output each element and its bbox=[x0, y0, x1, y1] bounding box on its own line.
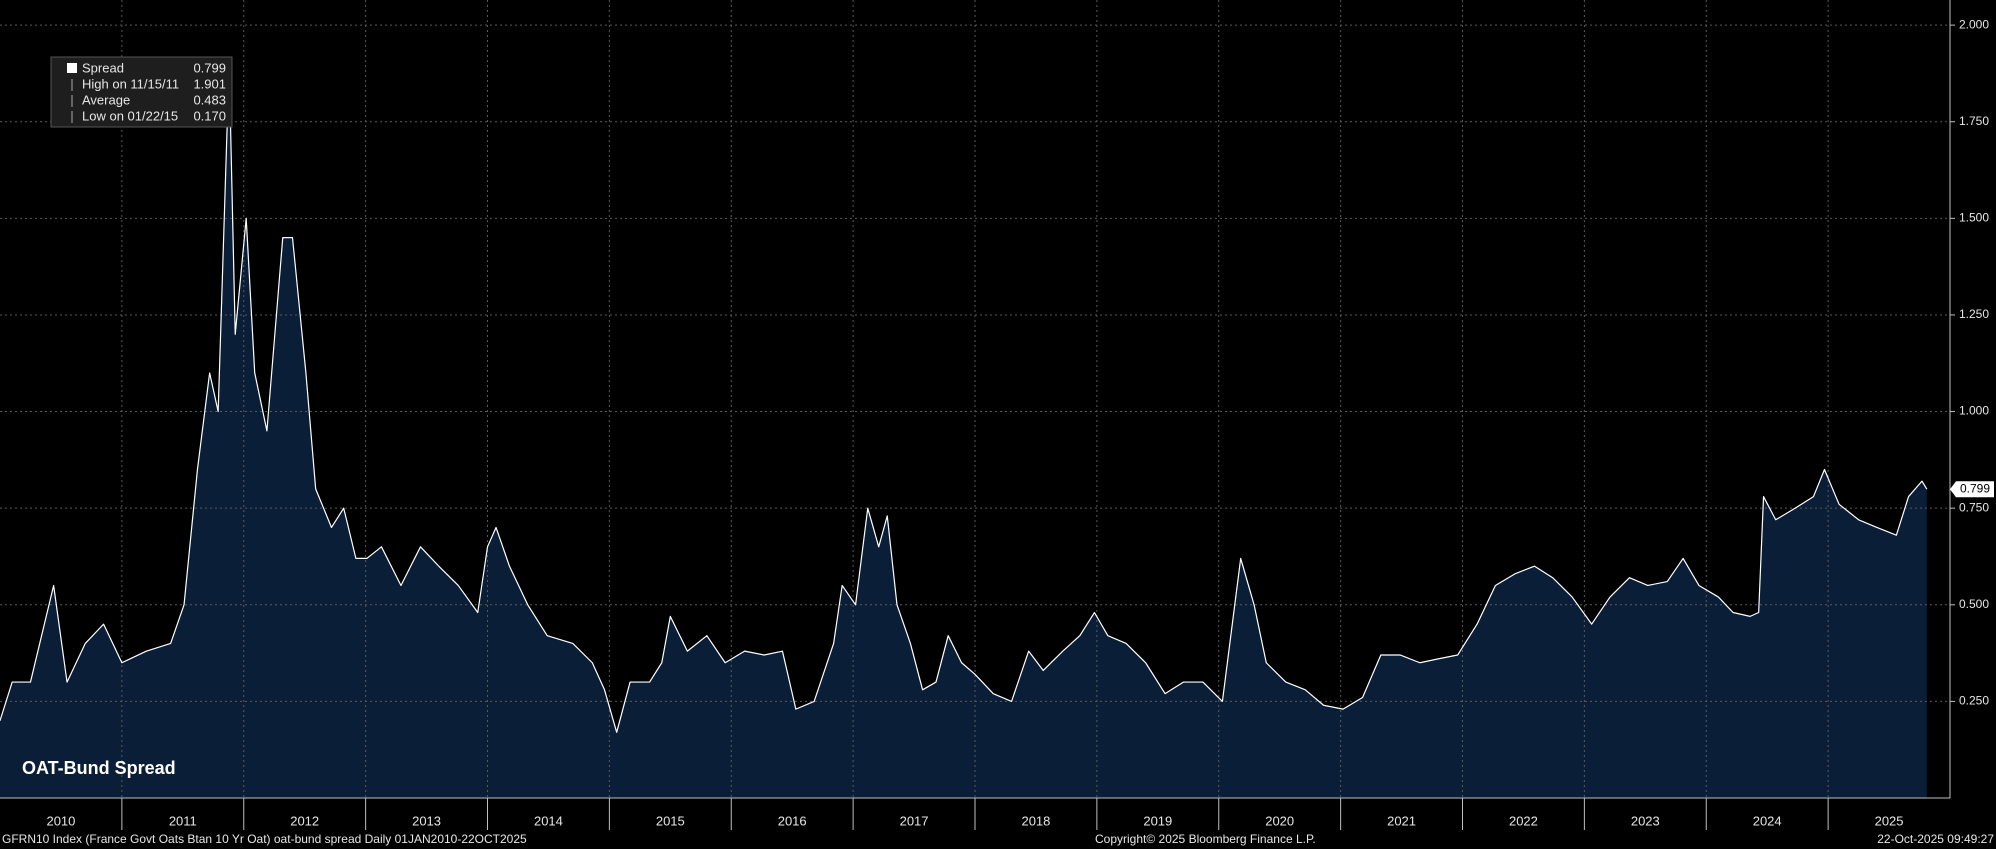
x-tick-label: 2014 bbox=[534, 813, 563, 828]
plot-area bbox=[0, 0, 1950, 798]
x-tick-label: 2022 bbox=[1509, 813, 1538, 828]
y-tick-label: 0.250 bbox=[1959, 694, 1989, 708]
last-value-label: 0.799 bbox=[1960, 481, 1990, 495]
y-tick-label: 1.000 bbox=[1959, 404, 1989, 418]
y-tick-label: 1.250 bbox=[1959, 307, 1989, 321]
legend-stat-name: High on 11/15/11 bbox=[82, 76, 179, 91]
legend-stat-name: Low on 01/22/15 bbox=[82, 108, 178, 123]
legend-box bbox=[50, 56, 233, 128]
legend-stat-name: Average bbox=[82, 92, 130, 107]
y-tick-label: 2.000 bbox=[1959, 17, 1989, 31]
legend: Spread 0.799 High on 11/15/11 1.901 Averag… bbox=[50, 56, 233, 128]
footer-timestamp: 22-Oct-2025 09:49:27 bbox=[1877, 832, 1994, 846]
x-tick-label: 2021 bbox=[1387, 813, 1416, 828]
y-tick-label: 0.750 bbox=[1959, 500, 1989, 514]
footer-copyright: Copyright© 2025 Bloomberg Finance L.P. bbox=[1095, 832, 1316, 846]
x-tick-label: 2012 bbox=[290, 813, 319, 828]
x-tick-label: 2011 bbox=[169, 813, 197, 828]
x-tick-label: 2015 bbox=[656, 813, 685, 828]
legend-swatch bbox=[67, 63, 77, 73]
x-tick-label: 2019 bbox=[1143, 813, 1172, 828]
legend-stat-value: 0.483 bbox=[193, 92, 226, 107]
footer-source: GFRN10 Index (France Govt Oats Btan 10 Y… bbox=[2, 832, 527, 846]
last-value-marker bbox=[1950, 481, 1994, 498]
x-tick-label: 2024 bbox=[1753, 813, 1782, 828]
x-tick-label: 2020 bbox=[1265, 813, 1294, 828]
y-tick-label: 1.750 bbox=[1959, 114, 1989, 128]
x-tick-label: 2023 bbox=[1631, 813, 1660, 828]
x-tick-label: 2016 bbox=[778, 813, 807, 828]
y-tick-label: 1.500 bbox=[1959, 211, 1989, 225]
y-tick-label: 0.500 bbox=[1959, 597, 1989, 611]
series-line bbox=[0, 62, 1928, 733]
legend-last-value: 0.799 bbox=[193, 60, 226, 75]
x-tick-label: 2018 bbox=[1021, 813, 1050, 828]
legend-series-name: Spread bbox=[82, 60, 124, 75]
legend-stat-value: 0.170 bbox=[193, 108, 226, 123]
x-tick-label: 2010 bbox=[46, 813, 75, 828]
x-tick-label: 2017 bbox=[900, 813, 929, 828]
x-tick-label: 2025 bbox=[1875, 813, 1904, 828]
legend-stat-value: 1.901 bbox=[193, 76, 226, 91]
x-tick-label: 2013 bbox=[412, 813, 441, 828]
area-fill bbox=[0, 63, 1927, 798]
chart-title: OAT-Bund Spread bbox=[22, 758, 176, 778]
